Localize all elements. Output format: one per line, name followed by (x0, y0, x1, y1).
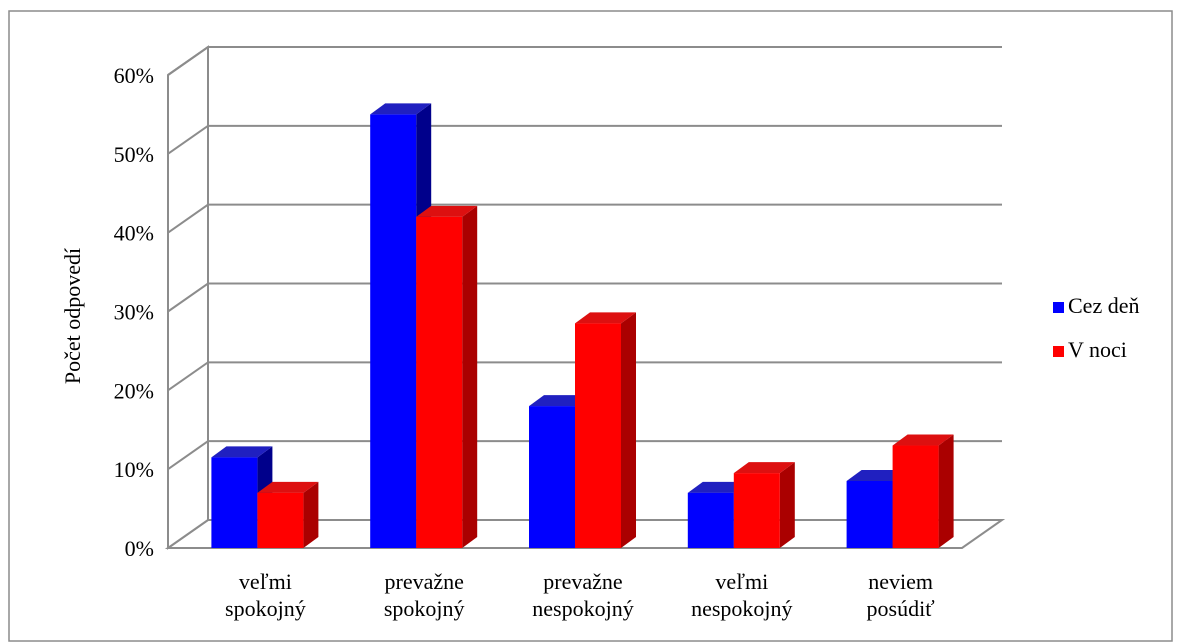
bar-front (211, 457, 258, 548)
bar-front (733, 473, 780, 548)
bar-front (687, 492, 734, 548)
x-tick-label: nespokojný (691, 596, 792, 621)
x-tick-label: prevažne (543, 569, 622, 594)
x-tick-label: nespokojný (532, 596, 633, 621)
bars (211, 103, 954, 549)
bar-top (370, 103, 432, 115)
bar (575, 312, 636, 548)
bar-front (257, 492, 304, 548)
y-tick-label: 60% (114, 63, 154, 88)
x-tick-label: neviem (868, 569, 933, 594)
y-tick-label: 10% (114, 457, 154, 482)
legend-swatch (1053, 302, 1064, 313)
bar-front (892, 445, 939, 548)
y-tick-label: 50% (114, 142, 154, 167)
y-tick-label: 30% (114, 300, 154, 325)
y-tick-label: 40% (114, 221, 154, 246)
bar (211, 446, 273, 548)
legend-swatch (1053, 346, 1064, 357)
bar-front (846, 480, 893, 548)
y-tick-label: 0% (125, 536, 154, 561)
gridline (167, 124, 1002, 155)
x-tick-label: spokojný (384, 596, 465, 621)
bar (892, 434, 954, 548)
bar-top (529, 395, 590, 407)
bar-top (575, 312, 636, 324)
bar-side (303, 481, 319, 548)
x-tick-label: veľmi (239, 569, 292, 594)
bar-top (257, 481, 319, 493)
bar-top (416, 205, 478, 217)
bar-top (211, 446, 273, 458)
bar-top (892, 434, 954, 446)
bar-side (938, 434, 954, 548)
bar-front (416, 216, 463, 548)
bar (733, 462, 795, 548)
gridline (167, 282, 1002, 313)
gridline (167, 46, 1002, 76)
y-tick-label: 20% (114, 378, 154, 403)
gridline (167, 361, 1002, 392)
legend: Cez deň V noci (1053, 293, 1139, 362)
gridline (167, 203, 1002, 234)
x-axis-ticks: veľmispokojnýprevažnespokojnýprevažnenes… (225, 569, 935, 621)
y-axis-label: Počet odpovedí (60, 248, 85, 384)
y-axis-ticks: 0% 10% 20% 30% 40% 50% 60% (114, 63, 154, 561)
legend-label: V noci (1068, 337, 1127, 362)
bar-side (621, 312, 636, 548)
x-tick-label: posúdiť (867, 596, 936, 621)
bar-top (846, 469, 908, 481)
x-tick-label: prevažne (385, 569, 464, 594)
x-tick-label: veľmi (715, 569, 768, 594)
gridlines (167, 46, 1002, 470)
bar-side (462, 205, 478, 548)
bar-top (687, 481, 749, 493)
legend-label: Cez deň (1068, 293, 1139, 318)
gridline (167, 440, 1002, 470)
bar (257, 481, 319, 548)
bar-front (575, 323, 621, 548)
bar-front (529, 406, 575, 548)
bar-front (370, 114, 417, 549)
bar-top (733, 462, 795, 474)
bar-side (779, 462, 795, 548)
x-tick-label: spokojný (225, 596, 306, 621)
bar (416, 205, 478, 548)
